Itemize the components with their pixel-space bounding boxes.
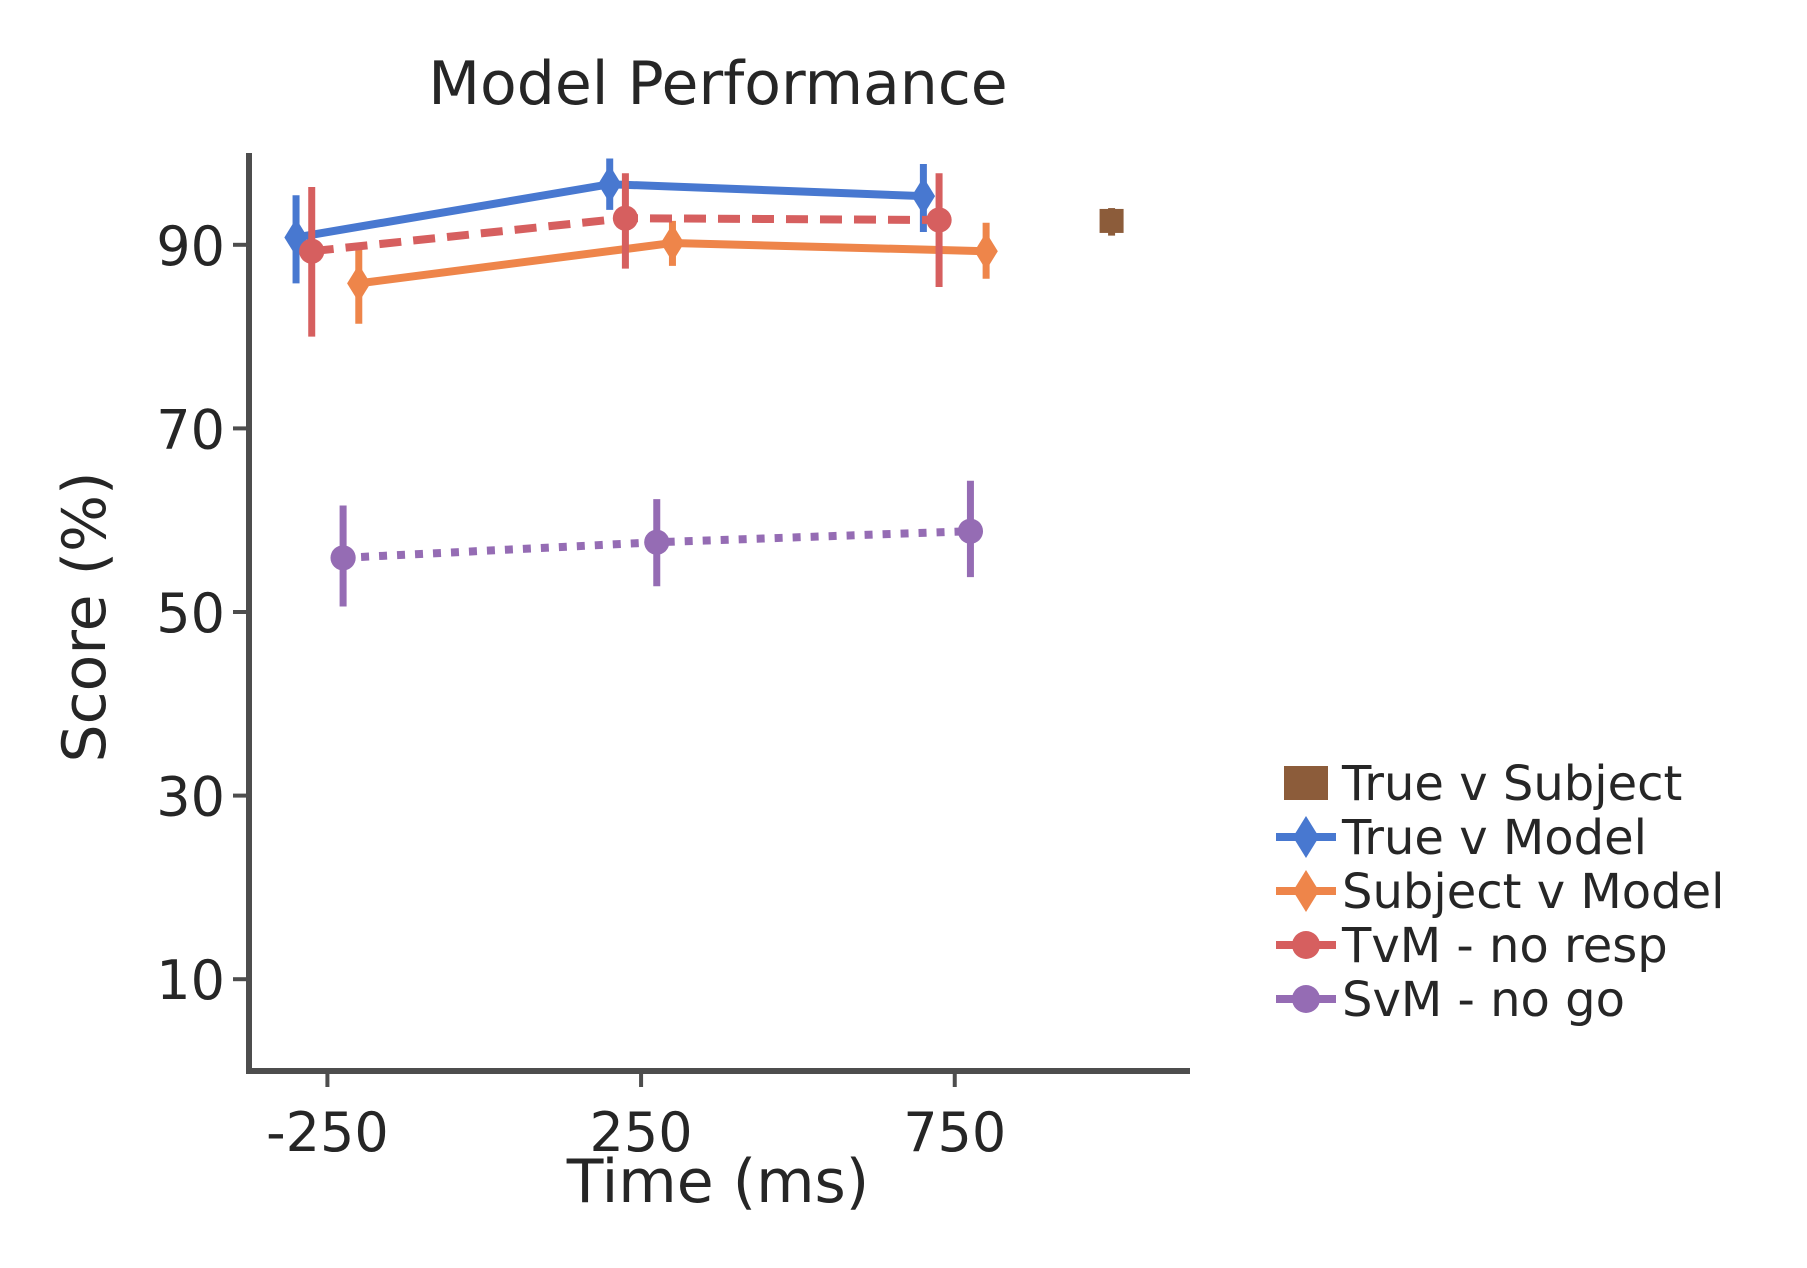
point-svm-no-go-0 [330, 545, 356, 571]
x-tick-label-1: 250 [590, 1101, 693, 1164]
point-true-v-subject-0 [1099, 208, 1124, 233]
legend-marker-true-v-model [1293, 816, 1319, 858]
legend-label-true-v-subject: True v Subject [1341, 756, 1682, 812]
legend-item-svm-no-go: SvM - no go [1276, 972, 1625, 1028]
point-tvm-no-resp-2 [926, 207, 952, 233]
plot-area [284, 158, 1124, 607]
series-tvm-no-resp [299, 173, 952, 337]
y-axis-label: Score (%) [50, 472, 120, 763]
x-axis-label: Time (ms) [566, 1147, 869, 1217]
point-tvm-no-resp-0 [299, 238, 325, 264]
axes: 10 30 50 70 90 -250 250 750 [156, 153, 1190, 1164]
point-subject-v-model-2 [974, 232, 998, 271]
point-true-v-model-2 [911, 177, 936, 216]
line-svm-no-go [342, 527, 971, 562]
legend-marker-true-v-subject [1284, 766, 1328, 800]
legend-label-true-v-model: True v Model [1341, 810, 1647, 866]
point-svm-no-go-2 [957, 518, 984, 544]
legend-marker-tvm-no-resp [1292, 931, 1320, 959]
legend-item-tvm-no-resp: TvM - no resp [1276, 918, 1668, 974]
series-svm-no-go [330, 480, 984, 607]
y-tick-label-70: 70 [156, 398, 225, 461]
legend-label-svm-no-go: SvM - no go [1342, 972, 1625, 1028]
point-subject-v-model-1 [660, 224, 685, 262]
y-tick-label-50: 50 [156, 582, 225, 645]
legend-item-true-v-model: True v Model [1276, 810, 1647, 866]
x-tick-label-2: 750 [903, 1101, 1006, 1164]
point-svm-no-go-1 [644, 529, 670, 555]
x-tick-label-0: -250 [266, 1101, 389, 1164]
legend-label-tvm-no-resp: TvM - no resp [1341, 918, 1668, 974]
series-true-v-subject [1099, 208, 1124, 236]
y-tick-label-90: 90 [156, 215, 225, 278]
series-subject-v-model [347, 220, 998, 324]
point-tvm-no-resp-1 [612, 205, 639, 231]
legend-marker-subject-v-model [1293, 870, 1319, 912]
legend-item-subject-v-model: Subject v Model [1276, 864, 1724, 920]
y-tick-label-30: 30 [156, 766, 225, 829]
legend-label-subject-v-model: Subject v Model [1342, 864, 1724, 920]
y-tick-label-10: 10 [156, 949, 225, 1012]
legend-item-true-v-subject: True v Subject [1284, 756, 1682, 812]
point-subject-v-model-0 [347, 264, 371, 303]
legend-marker-svm-no-go [1292, 985, 1320, 1013]
chart-title: Model Performance [428, 49, 1007, 119]
point-true-v-model-1 [598, 165, 622, 204]
